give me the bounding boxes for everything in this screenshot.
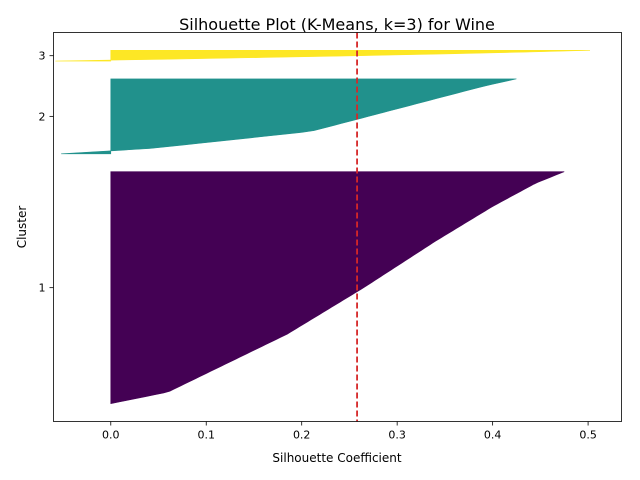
x-tick-label: 0.1 — [197, 429, 215, 442]
y-tick-label: 2 — [39, 110, 46, 123]
x-tick-label: 0.2 — [293, 429, 311, 442]
cluster-3-silhouette — [55, 50, 591, 62]
y-tick-label: 1 — [39, 282, 46, 295]
x-axis: 0.0 0.1 0.2 0.3 0.4 0.5 — [102, 421, 597, 442]
axes-frame — [53, 32, 622, 422]
cluster-2-silhouette — [61, 78, 517, 155]
x-tick-label: 0.4 — [484, 429, 502, 442]
x-tick-label: 0.5 — [579, 429, 597, 442]
y-tick-label: 3 — [39, 50, 46, 63]
plot-area — [55, 32, 591, 422]
cluster-1-silhouette — [110, 171, 565, 404]
y-axis: 1 2 3 — [39, 50, 54, 295]
x-tick-label: 0.0 — [102, 429, 120, 442]
x-tick-label: 0.3 — [388, 429, 406, 442]
y-axis-label: Cluster — [15, 206, 29, 249]
chart-title: Silhouette Plot (K-Means, k=3) for Wine — [179, 15, 495, 34]
x-axis-label: Silhouette Coefficient — [272, 451, 401, 465]
